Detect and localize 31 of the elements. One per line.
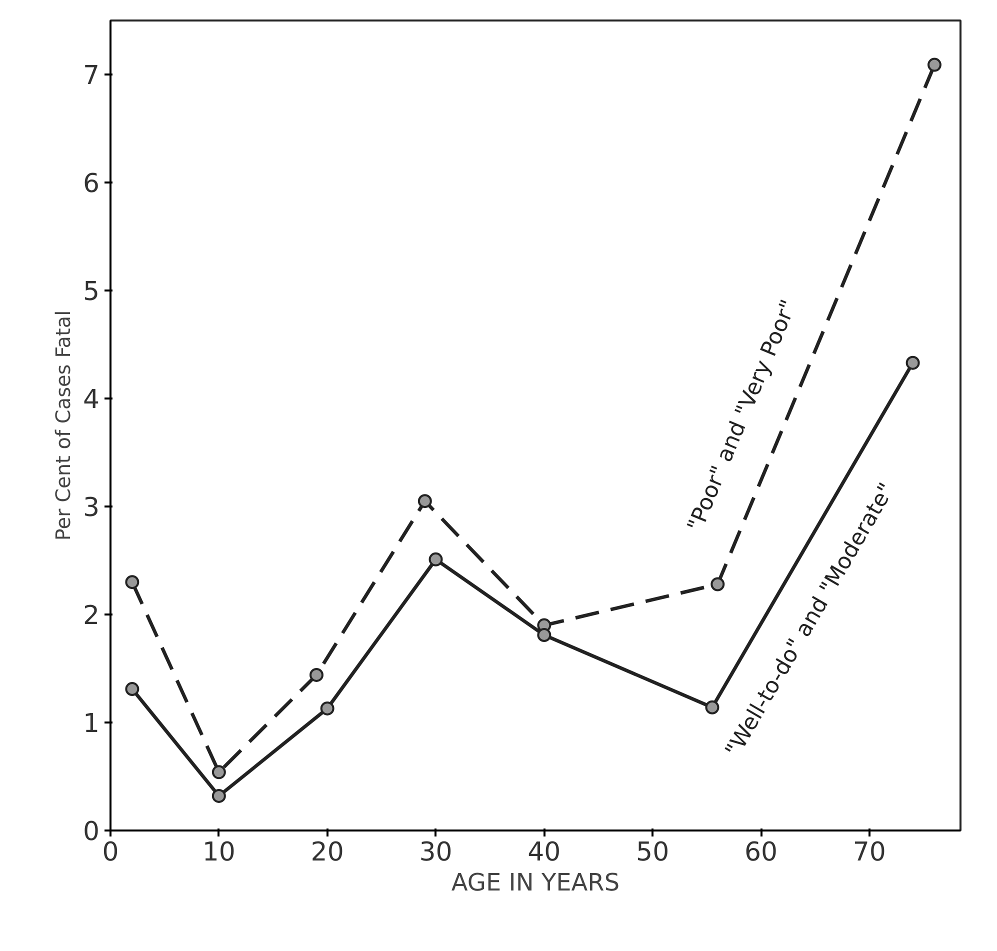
x-tick-label: 50 bbox=[636, 838, 670, 868]
y-tick-label: 7 bbox=[82, 61, 100, 91]
y-tick-label: 0 bbox=[82, 817, 100, 847]
point bbox=[309, 668, 324, 682]
x-tick-label: 20 bbox=[310, 838, 344, 868]
point bbox=[705, 700, 720, 714]
x-tick-label: 70 bbox=[852, 838, 886, 868]
point bbox=[710, 577, 725, 592]
point bbox=[125, 682, 140, 696]
x-tick-label: 0 bbox=[102, 838, 119, 868]
point bbox=[537, 628, 552, 642]
x-tick-label: 30 bbox=[419, 838, 452, 868]
y-tick-label: 3 bbox=[82, 493, 100, 523]
y-tick-label: 2 bbox=[82, 601, 100, 631]
point bbox=[906, 356, 920, 370]
x-tick-label: 40 bbox=[528, 838, 561, 868]
x-axis-title: AGE IN YEARS bbox=[451, 868, 620, 896]
point bbox=[125, 575, 140, 590]
y-axis-title: Per Cent of Cases Fatal bbox=[50, 310, 75, 541]
point bbox=[927, 58, 942, 72]
point bbox=[418, 494, 432, 508]
point bbox=[212, 765, 226, 780]
x-tick-label: 60 bbox=[744, 838, 778, 868]
y-tick-label: 1 bbox=[82, 709, 100, 739]
point bbox=[212, 788, 226, 803]
point bbox=[428, 552, 443, 566]
y-tick-label: 6 bbox=[82, 169, 100, 199]
y-tick-label: 4 bbox=[82, 385, 100, 415]
y-tick-label: 5 bbox=[82, 277, 100, 307]
point bbox=[320, 701, 334, 716]
x-tick-label: 10 bbox=[202, 838, 236, 868]
